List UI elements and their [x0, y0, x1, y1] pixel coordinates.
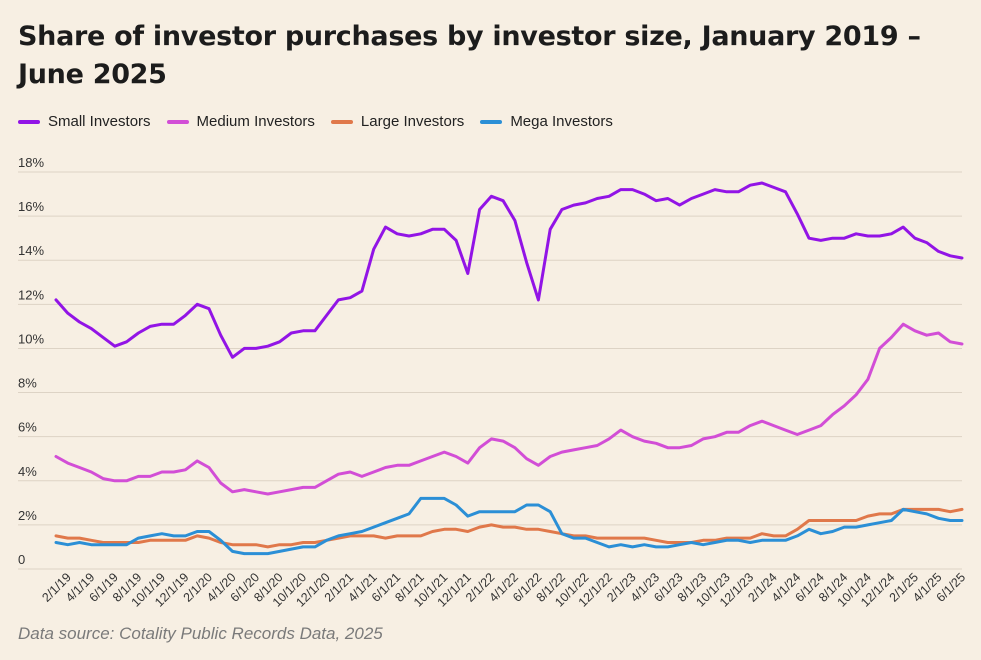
legend-item-medium-investors: Medium Investors: [166, 113, 315, 130]
y-tick-label: 18%: [18, 155, 44, 170]
y-tick-label: 4%: [18, 464, 37, 479]
legend-label-mega-investors: Mega Investors: [510, 113, 613, 130]
series-line-small-investors: [54, 181, 964, 359]
y-tick-label: 8%: [18, 376, 37, 391]
legend-swatch-large-investors: [330, 119, 353, 124]
series-line-medium-investors: [54, 322, 964, 496]
legend: Small Investors Medium Investors Large I…: [18, 113, 629, 130]
legend-item-mega-investors: Mega Investors: [480, 113, 613, 130]
y-tick-label: 0: [18, 552, 25, 567]
legend-label-large-investors: Large Investors: [360, 113, 465, 130]
legend-swatch-small-investors: [18, 119, 40, 124]
legend-swatch-mega-investors: [480, 119, 503, 124]
chart-title: Share of investor purchases by investor …: [18, 21, 921, 90]
y-tick-label: 12%: [18, 287, 44, 302]
legend-item-small-investors: Small Investors: [18, 113, 151, 130]
data-source-note: Data source: Cotality Public Records Dat…: [18, 624, 383, 643]
legend-label-medium-investors: Medium Investors: [196, 113, 315, 130]
y-tick-label: 14%: [18, 243, 44, 258]
series-line-mega-investors: [54, 496, 964, 556]
y-tick-label: 6%: [18, 420, 37, 435]
series-line-large-investors: [54, 507, 964, 549]
y-tick-label: 16%: [18, 199, 44, 214]
legend-item-large-investors: Large Investors: [330, 113, 465, 130]
legend-label-small-investors: Small Investors: [48, 113, 151, 130]
y-tick-label: 10%: [18, 331, 44, 346]
legend-swatch-medium-investors: [166, 119, 189, 124]
y-tick-label: 2%: [18, 508, 37, 523]
